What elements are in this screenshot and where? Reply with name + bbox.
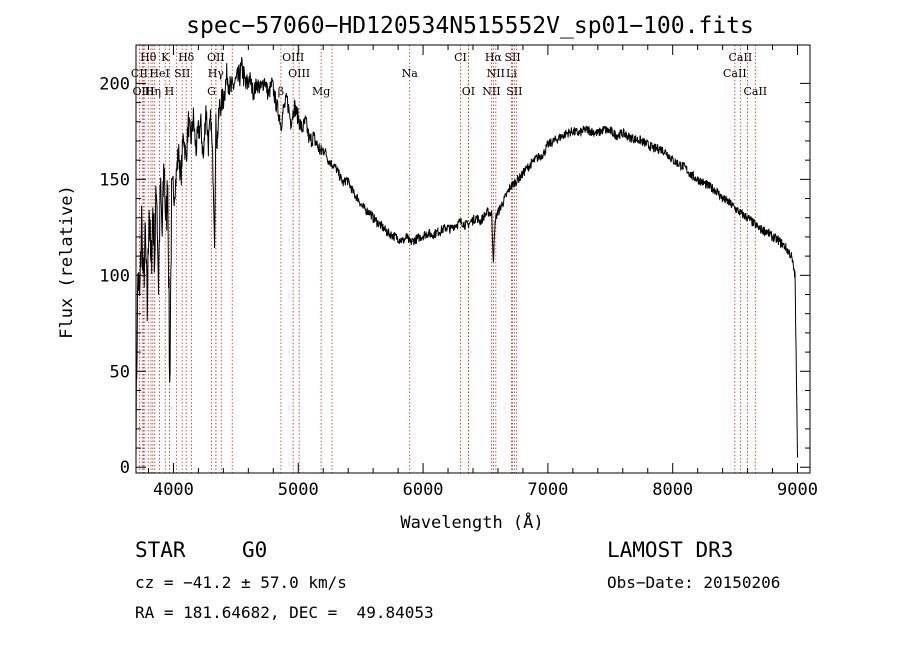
spectral-line-label: OIII xyxy=(282,51,304,64)
y-tick-label: 0 xyxy=(120,458,130,478)
spectral-line-label: K xyxy=(161,51,170,64)
redshift-velocity: cz = −41.2 ± 57.0 km/s xyxy=(135,573,347,592)
survey-name: LAMOST DR3 xyxy=(607,538,734,562)
y-tick-label: 100 xyxy=(99,266,130,286)
y-tick-label: 50 xyxy=(110,362,130,382)
spectral-line-label: OI xyxy=(462,85,475,98)
spectral-line-label: OII xyxy=(207,51,225,64)
x-tick-label: 4000 xyxy=(153,480,194,500)
y-axis-label: Flux (relative) xyxy=(57,185,77,339)
spectral-line-label: SII xyxy=(506,85,522,98)
spectral-line-label: NII xyxy=(487,67,505,80)
observation-date: Obs−Date: 20150206 xyxy=(607,573,781,592)
x-tick-label: 9000 xyxy=(777,480,818,500)
spectral-line-label: HeI xyxy=(149,67,169,80)
spectral-line-label: Hγ xyxy=(208,67,225,80)
spectral-line-label: Hθ xyxy=(140,51,157,64)
spectral-line-label: Hδ xyxy=(178,51,195,64)
spectral-line-label: NII xyxy=(482,85,500,98)
plot-frame xyxy=(135,44,811,474)
flux-series-line xyxy=(135,56,798,458)
spectral-line-label: CI xyxy=(454,51,467,64)
y-axis: 0 50 100 150 200 xyxy=(99,74,810,478)
coordinates: RA = 181.64682, DEC = 49.84053 xyxy=(135,603,434,622)
y-tick-label: 150 xyxy=(99,170,130,190)
spectral-line-label: SII xyxy=(174,67,190,80)
spectral-line-label: Hα xyxy=(485,51,503,64)
x-tick-label: 6000 xyxy=(403,480,444,500)
chart-title: spec−57060−HD120534N515552V_sp01−100.fit… xyxy=(186,13,754,39)
spectral-line-label: CaII xyxy=(743,85,767,98)
spectral-line-label: OIII xyxy=(132,85,154,98)
spectral-line-label: CII xyxy=(131,67,148,80)
spectral-line-label: CaII xyxy=(729,51,753,64)
spectral-line-label: β xyxy=(278,85,284,98)
x-axis-label: Wavelength (Å) xyxy=(400,511,543,533)
spectral-line-label: OIII xyxy=(288,67,310,80)
object-subclass: G0 xyxy=(242,538,268,562)
x-axis: 4000 5000 6000 7000 8000 9000 xyxy=(147,45,818,500)
object-class: STAR xyxy=(135,538,186,562)
spectral-line-label: Li xyxy=(506,67,517,80)
x-tick-label: 8000 xyxy=(652,480,693,500)
spectral-line-label: H xyxy=(165,85,175,98)
spectral-line-label: Na xyxy=(402,67,419,80)
spectral-line-label: G xyxy=(207,85,216,98)
spectral-lines-group xyxy=(138,45,756,473)
spectral-line-label: Mg xyxy=(312,85,330,98)
spectral-line-label: Hη xyxy=(145,85,161,98)
spectral-line-label: CaII xyxy=(723,67,747,80)
x-tick-label: 7000 xyxy=(527,480,568,500)
y-tick-label: 200 xyxy=(99,74,130,94)
spectral-line-label: SII xyxy=(504,51,520,64)
x-tick-label: 5000 xyxy=(278,480,319,500)
